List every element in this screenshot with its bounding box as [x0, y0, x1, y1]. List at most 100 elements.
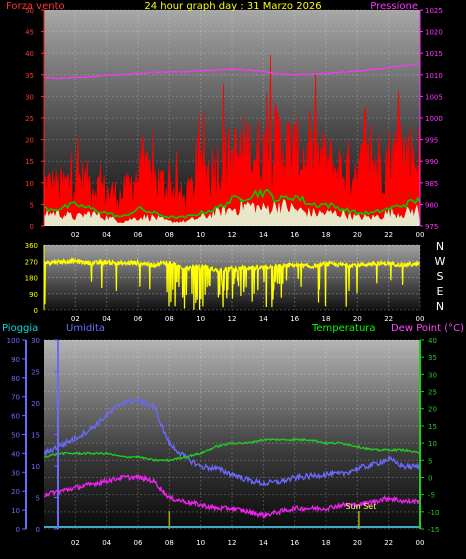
wind-pressure-axes: 0510152025303540455097598098599099510001… [25, 7, 443, 239]
x-tick-label: 16 [290, 315, 299, 323]
x-tick-label: 18 [322, 231, 331, 239]
x-tick-label: 10 [196, 539, 205, 547]
temperature-tick-label: 0 [428, 474, 432, 482]
x-tick-label: 10 [196, 231, 205, 239]
x-tick-label: 22 [384, 315, 393, 323]
rain-tick-label: 15 [31, 432, 40, 440]
wind-tick-label: 30 [25, 93, 34, 101]
wind-speed-label: Forza vento [6, 1, 65, 12]
temperature-tick-label: 10 [428, 440, 437, 448]
x-tick-label: 20 [353, 231, 362, 239]
x-tick-label: 22 [384, 231, 393, 239]
temperature-tick-label: 40 [428, 337, 437, 345]
wind-tick-label: 45 [25, 29, 34, 37]
wind-tick-label: 50 [25, 7, 34, 15]
x-tick-label: 12 [228, 315, 237, 323]
wind-tick-label: 40 [25, 50, 34, 58]
wind-pressure-series [44, 54, 420, 226]
wind-tick-label: 25 [25, 115, 34, 123]
x-tick-label: 12 [228, 539, 237, 547]
compass-label: N [436, 300, 444, 313]
temperature-tick-label: 35 [428, 354, 437, 362]
x-tick-label: 00 [416, 539, 425, 547]
x-tick-label: 16 [290, 231, 299, 239]
x-tick-label: 22 [384, 539, 393, 547]
dewpoint-label: Dew Point (°C) [391, 323, 464, 334]
x-tick-label: 00 [416, 315, 425, 323]
direction-tick-label: 360 [25, 242, 38, 250]
wind-gust-series [44, 54, 420, 226]
pressure-tick-label: 980 [425, 201, 438, 209]
humidity-label: Umidita [66, 323, 105, 334]
pressure-tick-label: 1020 [425, 29, 443, 37]
rain-tick-label: 0 [36, 526, 40, 534]
compass-label: W [435, 255, 446, 268]
x-tick-label: 10 [196, 315, 205, 323]
pressure-tick-label: 1015 [425, 50, 443, 58]
climate-axes: 0102030405060708090100051015202530-15-10… [7, 337, 440, 547]
x-tick-label: 04 [102, 315, 111, 323]
pressure-tick-label: 995 [425, 137, 438, 145]
temperature-tick-label: -15 [428, 526, 439, 534]
wind-direction-series [44, 257, 420, 310]
wind-tick-label: 35 [25, 72, 34, 80]
rain-tick-label: 30 [31, 337, 40, 345]
humidity-tick-label: 100 [7, 337, 20, 345]
pressure-tick-label: 990 [425, 158, 438, 166]
x-tick-label: 06 [134, 539, 143, 547]
wind-tick-label: 15 [25, 158, 34, 166]
rain-tick-label: 5 [36, 495, 40, 503]
compass-label: S [437, 270, 444, 283]
pressure-tick-label: 1000 [425, 115, 443, 123]
x-tick-label: 16 [290, 539, 299, 547]
compass-label: E [437, 285, 444, 298]
humidity-tick-label: 60 [11, 413, 20, 421]
x-tick-label: 02 [71, 315, 80, 323]
humidity-series [44, 397, 420, 487]
rain-tick-label: 10 [31, 463, 40, 471]
pressure-label: Pressione [370, 1, 418, 12]
rain-tick-label: 25 [31, 369, 40, 377]
x-tick-label: 02 [71, 231, 80, 239]
sunset-label: Sun Set [345, 502, 376, 511]
temperature-label: Temperatura [311, 323, 376, 334]
x-tick-label: 12 [228, 231, 237, 239]
direction-tick-label: 90 [29, 291, 38, 299]
x-tick-label: 20 [353, 315, 362, 323]
x-tick-label: 06 [134, 231, 143, 239]
pressure-tick-label: 1005 [425, 93, 443, 101]
x-tick-label: 08 [165, 539, 174, 547]
climate-series [44, 397, 420, 529]
x-tick-label: 04 [102, 539, 111, 547]
x-tick-label: 14 [259, 231, 268, 239]
x-tick-label: 08 [165, 315, 174, 323]
dewpoint-series [44, 473, 420, 520]
temperature-tick-label: 30 [428, 371, 437, 379]
pressure-tick-label: 975 [425, 223, 438, 231]
direction-tick-label: 270 [25, 258, 38, 266]
wind-tick-label: 20 [25, 137, 34, 145]
humidity-tick-label: 80 [11, 375, 20, 383]
x-tick-label: 18 [322, 315, 331, 323]
wind-tick-label: 0 [30, 223, 34, 231]
chart-title: 24 hour graph day : 31 Marzo 2026 [144, 1, 321, 12]
pressure-tick-label: 1025 [425, 7, 443, 15]
x-tick-label: 02 [71, 539, 80, 547]
direction-tick-label: 0 [34, 307, 38, 315]
x-tick-label: 20 [353, 539, 362, 547]
temperature-series [44, 437, 420, 463]
direction-tick-label: 180 [25, 275, 38, 283]
humidity-tick-label: 20 [11, 488, 20, 496]
x-tick-label: 08 [165, 231, 174, 239]
humidity-tick-label: 40 [11, 450, 20, 458]
humidity-tick-label: 0 [16, 526, 20, 534]
humidity-tick-label: 50 [11, 432, 20, 440]
wind-avg-series [44, 198, 420, 226]
temperature-tick-label: 15 [428, 423, 437, 431]
temperature-tick-label: -10 [428, 509, 439, 517]
wind-tick-label: 10 [25, 180, 34, 188]
temperature-tick-label: 20 [428, 406, 437, 414]
x-tick-label: 18 [322, 539, 331, 547]
